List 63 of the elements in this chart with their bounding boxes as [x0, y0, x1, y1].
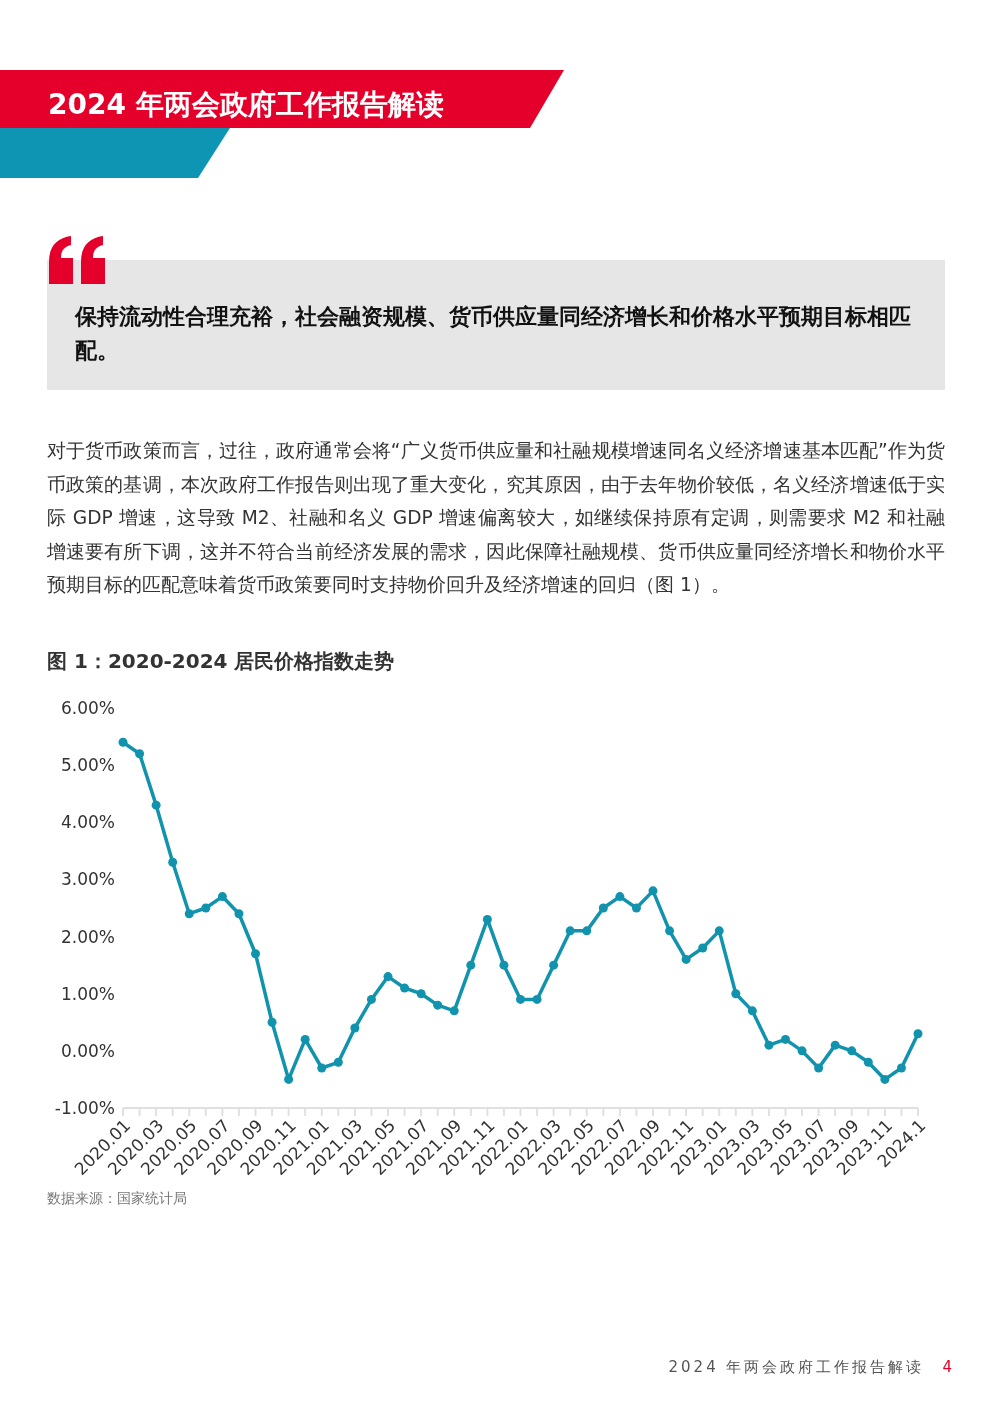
- point: [648, 886, 658, 896]
- point: [184, 909, 194, 919]
- text: 2024 年两会政府工作报告解读: [668, 1358, 925, 1376]
- point: [863, 1057, 873, 1067]
- point: [731, 989, 741, 999]
- text: 4: [942, 1358, 952, 1376]
- point: [814, 1063, 824, 1073]
- point: [797, 1046, 807, 1056]
- y-tick-label: 6.00%: [60, 698, 115, 719]
- point: [333, 1057, 343, 1067]
- point: [747, 1006, 757, 1016]
- point: [532, 994, 542, 1004]
- point: [251, 949, 260, 959]
- point: [714, 926, 724, 936]
- point: [466, 960, 476, 970]
- point: [217, 892, 227, 902]
- y-tick-label: 2.00%: [60, 926, 115, 947]
- point: [350, 1023, 360, 1033]
- y-tick-label: 0.00%: [60, 1040, 115, 1061]
- y-tick-label: 5.00%: [60, 755, 115, 776]
- point: [168, 857, 178, 867]
- point: [499, 960, 509, 970]
- point: [830, 1040, 840, 1050]
- point: [449, 1006, 459, 1016]
- y-tick-label: 4.00%: [60, 812, 115, 833]
- point: [665, 926, 675, 936]
- point: [234, 909, 244, 919]
- point: [631, 903, 641, 913]
- point: [698, 943, 708, 953]
- point: [317, 1063, 327, 1073]
- point: [516, 994, 525, 1004]
- point: [565, 926, 575, 936]
- text: 2024 年两会政府工作报告解读: [48, 87, 444, 123]
- point: [482, 914, 492, 924]
- point: [781, 1034, 790, 1044]
- point: [549, 960, 559, 970]
- point: [681, 954, 691, 964]
- source-note: 数据来源：国家统计局: [47, 1190, 187, 1208]
- text: 对于货币政策而言，过往，政府通常会将“广义货币供应量和社融规模增速同名义经济增速基本匹配”作为货币政策的基调，本次政府工作报告则出现了重大变化，究其原因，由于去年物价较低，名义经济增速低于实际 GDP 增速，这导致 M2、社融和名义 GDP 增速偏离较大，如继续保持原有定调，则需要求 M2 和社融增速要有所下调，这并不符合当前经济发展的需求，因此保障社融规模、货币供应量同经济增长和物价水平预期目标的匹配意味着货币政策要同时支持物价回升及经济增速的回归（图 1）。: [47, 439, 945, 597]
- y-tick-label: 1.00%: [60, 983, 115, 1004]
- y-tick-label: -1.00%: [54, 1098, 115, 1119]
- point: [118, 737, 128, 747]
- point: [764, 1040, 774, 1050]
- point: [135, 749, 145, 759]
- point: [433, 1000, 443, 1010]
- point: [383, 972, 393, 982]
- point: [880, 1074, 890, 1084]
- text: 保持流动性合理充裕，社会融资规模、货币供应量同经济增长和价格水平预期目标相匹配。: [75, 303, 912, 365]
- point: [913, 1029, 923, 1039]
- point: [400, 983, 410, 993]
- point: [598, 903, 608, 913]
- point: [300, 1034, 310, 1044]
- point: [847, 1046, 857, 1056]
- point: [366, 994, 376, 1004]
- point: [151, 800, 161, 810]
- point: [582, 926, 592, 936]
- point: [896, 1063, 906, 1073]
- point: [416, 989, 426, 999]
- y-tick-label: 3.00%: [60, 869, 115, 890]
- point: [201, 903, 211, 913]
- point: [267, 1017, 277, 1027]
- chart-title: 图 1：2020-2024 居民价格指数走势: [47, 648, 395, 675]
- point: [615, 892, 625, 902]
